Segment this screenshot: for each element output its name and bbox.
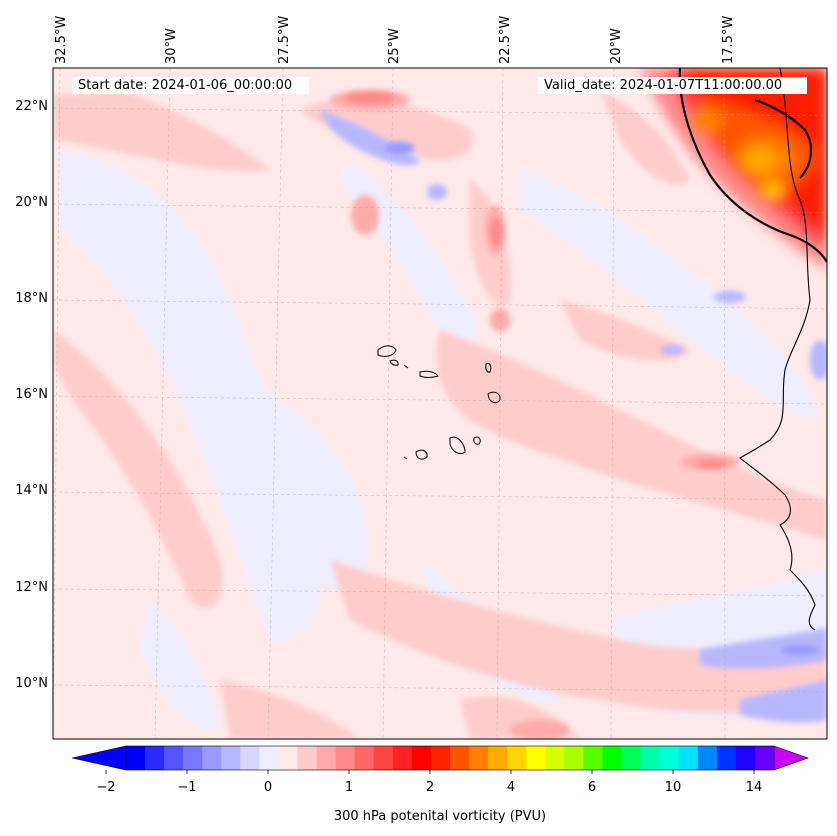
- lon-label-27-5w: 27.5°W: [277, 15, 292, 64]
- colorbar-segment: [373, 746, 394, 770]
- lat-label-22n: 22°N: [15, 99, 48, 114]
- colorbar-segment: [126, 746, 146, 770]
- colorbar-segment: [164, 746, 184, 770]
- colorbar-segment: [735, 746, 756, 770]
- colorbar-segment: [316, 746, 337, 770]
- colorbar-tick: 4: [506, 780, 516, 795]
- colorbar-segment: [507, 746, 527, 770]
- colorbar-segment: [392, 746, 413, 770]
- colorbar-segment: [754, 746, 775, 770]
- colorbar-segment: [297, 746, 318, 770]
- valid-date-label: Valid_date: 2024-01-07T11:00:00.00: [538, 77, 807, 94]
- colorbar-tick: 14: [745, 780, 763, 795]
- colorbar-tick: 2: [425, 780, 435, 795]
- lon-label-32-5w: 32.5°W: [54, 15, 69, 64]
- colorbar-segment: [354, 746, 375, 770]
- colorbar: [71, 745, 809, 774]
- colorbar-tick: 0: [263, 780, 273, 795]
- colorbar-segment: [202, 746, 222, 770]
- colorbar-segment: [145, 746, 165, 770]
- colorbar-label: 300 hPa potenital vorticity (PVU): [333, 809, 547, 824]
- colorbar-segment: [411, 746, 432, 770]
- colorbar-tick: −2: [96, 780, 116, 795]
- colorbar-frame: [125, 745, 775, 771]
- colorbar-segment: [278, 746, 299, 770]
- colorbar-segment: [640, 746, 661, 770]
- colorbar-segment: [716, 746, 737, 770]
- colorbar-segment: [602, 746, 623, 770]
- colorbar-segment: [583, 746, 604, 770]
- colorbar-segment: [564, 746, 585, 770]
- lon-label-20w: 20°W: [609, 28, 624, 64]
- coastline: [739, 68, 816, 631]
- colorbar-segment: [450, 746, 470, 770]
- colorbar-segment: [469, 746, 489, 770]
- plot-frame: [52, 67, 828, 740]
- colorbar-segment: [221, 746, 241, 770]
- lon-label-17-5w: 17.5°W: [721, 15, 736, 64]
- colorbar-segment: [430, 746, 451, 770]
- colorbar-segment: [526, 746, 546, 770]
- start-date-label: Start date: 2024-01-06_00:00:00: [72, 77, 309, 94]
- lon-label-30w: 30°W: [164, 28, 179, 64]
- colorbar-tick: 10: [664, 780, 682, 795]
- cape-verde-islands: [377, 345, 501, 460]
- colorbar-tick: 1: [344, 780, 354, 795]
- lat-label-12n: 12°N: [15, 580, 48, 595]
- colorbar-segment: [183, 746, 203, 770]
- colorbar-tick: 6: [587, 780, 597, 795]
- lat-label-20n: 20°N: [15, 195, 48, 210]
- colorbar-under-extend: [71, 745, 127, 771]
- lat-label-10n: 10°N: [15, 676, 48, 691]
- lat-label-18n: 18°N: [15, 291, 48, 306]
- colorbar-tick: −1: [177, 780, 197, 795]
- lat-label-14n: 14°N: [15, 483, 48, 498]
- colorbar-segment: [678, 746, 699, 770]
- colorbar-segment: [240, 746, 261, 770]
- pv-field: [53, 68, 827, 739]
- colorbar-segment: [335, 746, 356, 770]
- lat-label-16n: 16°N: [15, 387, 48, 402]
- colorbar-segment: [659, 746, 680, 770]
- colorbar-over-extend: [773, 745, 809, 771]
- colorbar-segment: [259, 746, 280, 770]
- colorbar-segment: [545, 746, 565, 770]
- lon-label-22-5w: 22.5°W: [498, 15, 513, 64]
- colorbar-segment: [488, 746, 508, 770]
- colorbar-segment: [697, 746, 718, 770]
- lon-label-25w: 25°W: [387, 28, 402, 64]
- colorbar-segment: [621, 746, 642, 770]
